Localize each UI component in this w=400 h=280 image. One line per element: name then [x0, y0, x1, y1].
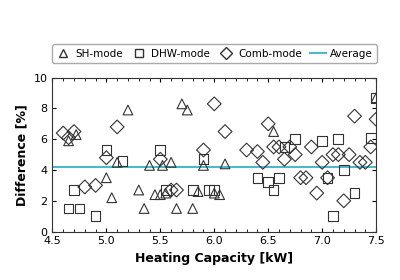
Comb-mode — [276, 145, 282, 149]
Comb-mode — [297, 176, 304, 180]
SH-mode — [168, 160, 174, 165]
DHW-mode — [319, 139, 325, 143]
DHW-mode — [324, 176, 331, 180]
DHW-mode — [292, 137, 298, 141]
SH-mode — [270, 129, 277, 134]
SH-mode — [179, 102, 185, 106]
DHW-mode — [66, 206, 72, 211]
DHW-mode — [335, 137, 342, 141]
DHW-mode — [330, 214, 336, 218]
Comb-mode — [244, 148, 250, 152]
SH-mode — [114, 160, 120, 165]
Comb-mode — [351, 114, 358, 118]
SH-mode — [190, 206, 196, 211]
Legend: SH-mode, DHW-mode, Comb-mode, Average: SH-mode, DHW-mode, Comb-mode, Average — [52, 45, 377, 63]
SH-mode — [103, 176, 110, 180]
SH-mode — [108, 195, 115, 200]
DHW-mode — [157, 148, 164, 152]
Comb-mode — [308, 145, 314, 149]
SH-mode — [157, 192, 164, 197]
DHW-mode — [103, 148, 110, 152]
Comb-mode — [340, 199, 347, 203]
Comb-mode — [281, 157, 288, 162]
DHW-mode — [206, 188, 212, 192]
SH-mode — [200, 163, 207, 168]
Comb-mode — [66, 136, 72, 140]
DHW-mode — [373, 95, 379, 100]
Comb-mode — [173, 188, 180, 192]
SH-mode — [373, 95, 379, 100]
SH-mode — [173, 206, 180, 211]
SH-mode — [162, 191, 169, 195]
DHW-mode — [270, 188, 277, 192]
DHW-mode — [119, 158, 126, 163]
SH-mode — [216, 192, 223, 197]
DHW-mode — [265, 180, 272, 185]
X-axis label: Heating Capacity [kW]: Heating Capacity [kW] — [135, 252, 293, 265]
SH-mode — [211, 191, 218, 195]
DHW-mode — [71, 188, 77, 192]
DHW-mode — [76, 206, 82, 211]
Comb-mode — [303, 176, 309, 180]
SH-mode — [141, 206, 147, 211]
Comb-mode — [373, 117, 379, 122]
SH-mode — [184, 108, 190, 112]
DHW-mode — [340, 168, 347, 172]
Comb-mode — [368, 145, 374, 149]
Comb-mode — [211, 102, 218, 106]
SH-mode — [159, 163, 166, 168]
Comb-mode — [82, 185, 88, 189]
Comb-mode — [114, 125, 120, 129]
Comb-mode — [168, 188, 174, 192]
Comb-mode — [335, 152, 342, 157]
Comb-mode — [254, 149, 261, 154]
DHW-mode — [190, 188, 196, 192]
Comb-mode — [362, 160, 368, 165]
Comb-mode — [319, 160, 325, 165]
SH-mode — [73, 132, 79, 137]
DHW-mode — [368, 136, 374, 140]
Comb-mode — [92, 183, 99, 188]
DHW-mode — [276, 176, 282, 180]
Comb-mode — [330, 152, 336, 157]
Comb-mode — [260, 160, 266, 165]
Comb-mode — [200, 148, 207, 152]
Comb-mode — [270, 145, 277, 149]
Comb-mode — [60, 131, 66, 135]
DHW-mode — [162, 188, 169, 192]
Comb-mode — [346, 152, 352, 157]
SH-mode — [152, 192, 158, 197]
SH-mode — [195, 189, 201, 194]
DHW-mode — [211, 188, 218, 192]
DHW-mode — [254, 176, 261, 180]
Comb-mode — [71, 129, 77, 134]
Comb-mode — [292, 152, 298, 157]
DHW-mode — [281, 145, 288, 149]
Y-axis label: Difference [%]: Difference [%] — [15, 104, 28, 206]
Comb-mode — [222, 129, 228, 134]
SH-mode — [66, 139, 72, 143]
Comb-mode — [324, 176, 331, 180]
SH-mode — [146, 163, 153, 168]
SH-mode — [222, 162, 228, 166]
DHW-mode — [351, 191, 358, 195]
SH-mode — [136, 188, 142, 192]
Comb-mode — [265, 122, 272, 126]
SH-mode — [125, 108, 131, 112]
Comb-mode — [287, 145, 293, 149]
Comb-mode — [314, 191, 320, 195]
DHW-mode — [92, 214, 99, 218]
Comb-mode — [157, 157, 164, 162]
DHW-mode — [200, 157, 207, 162]
Comb-mode — [103, 155, 110, 160]
Comb-mode — [357, 160, 363, 165]
